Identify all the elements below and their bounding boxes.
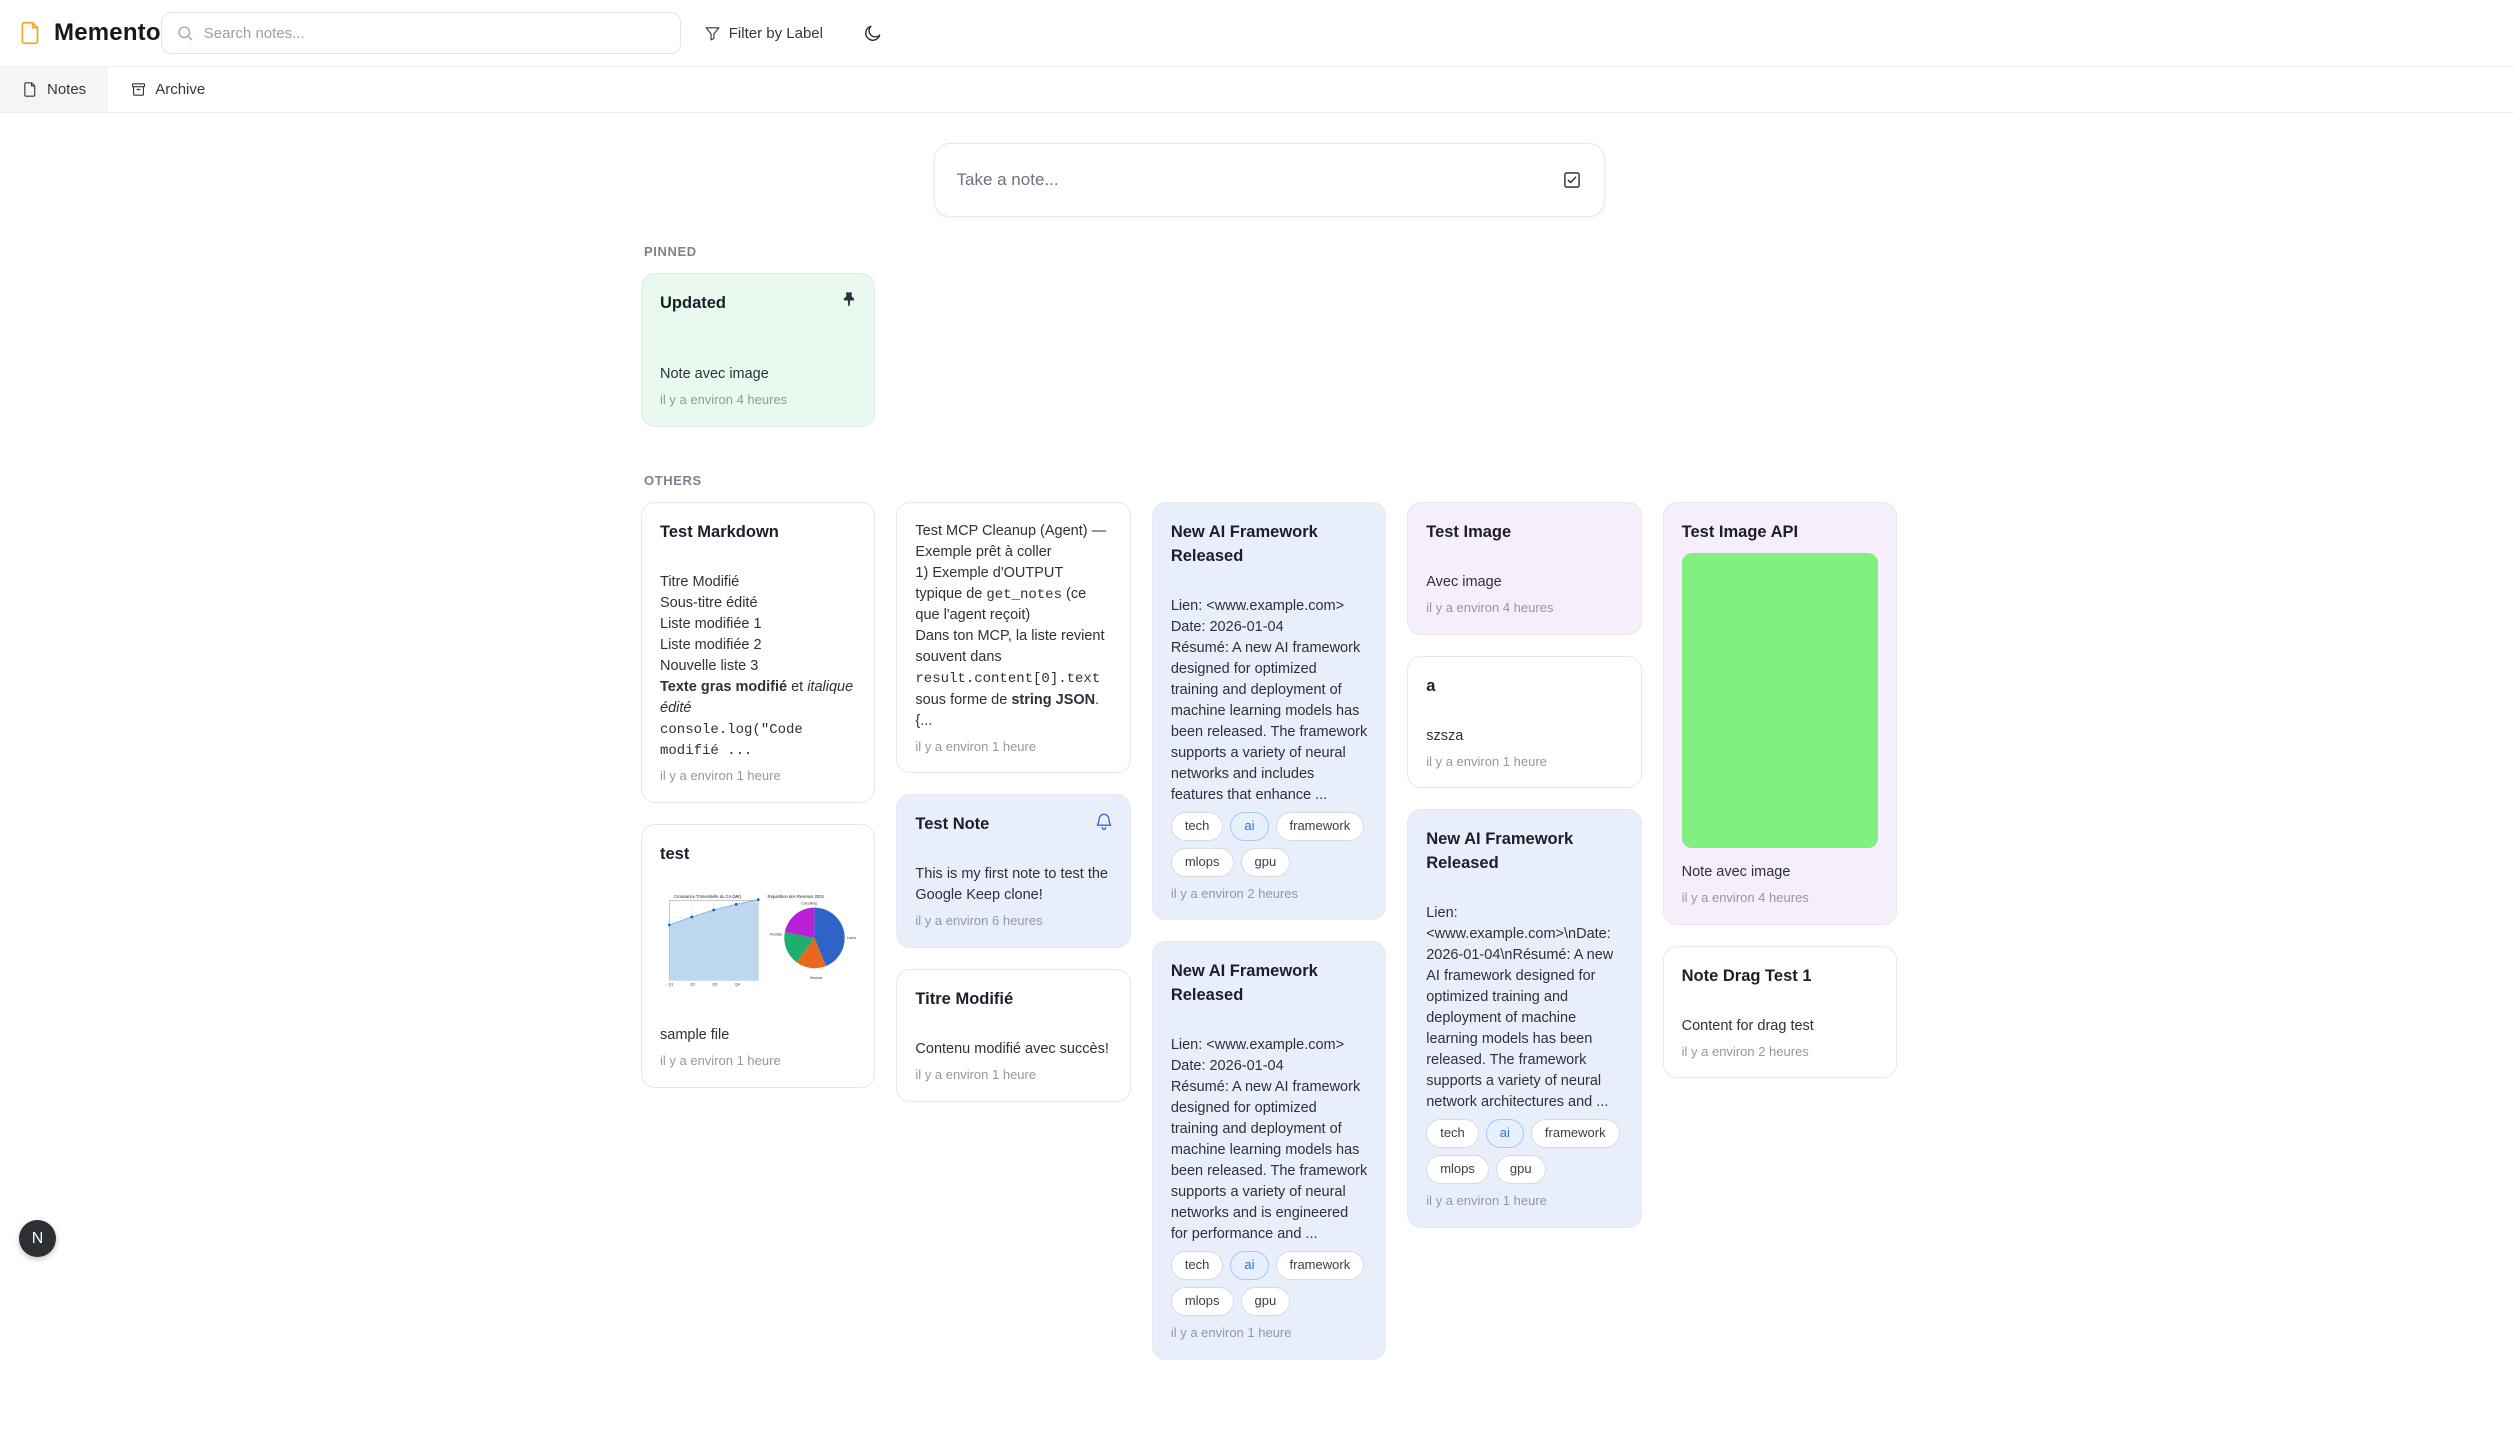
svg-text:Services: Services: [810, 976, 823, 980]
svg-text:Répartition des Revenus 2024: Répartition des Revenus 2024: [768, 894, 825, 899]
svg-text:Q3: Q3: [712, 983, 717, 987]
svg-text:Croissance Trimestrielle du CA: Croissance Trimestrielle du CA (M€): [674, 894, 742, 899]
svg-text:Licences: Licences: [847, 936, 856, 940]
svg-text:Produits: Produits: [770, 933, 782, 937]
svg-text:Q2: Q2: [690, 983, 695, 987]
svg-text:Q4: Q4: [735, 983, 740, 987]
svg-text:Consulting: Consulting: [801, 902, 817, 906]
svg-text:Q1: Q1: [668, 983, 673, 987]
